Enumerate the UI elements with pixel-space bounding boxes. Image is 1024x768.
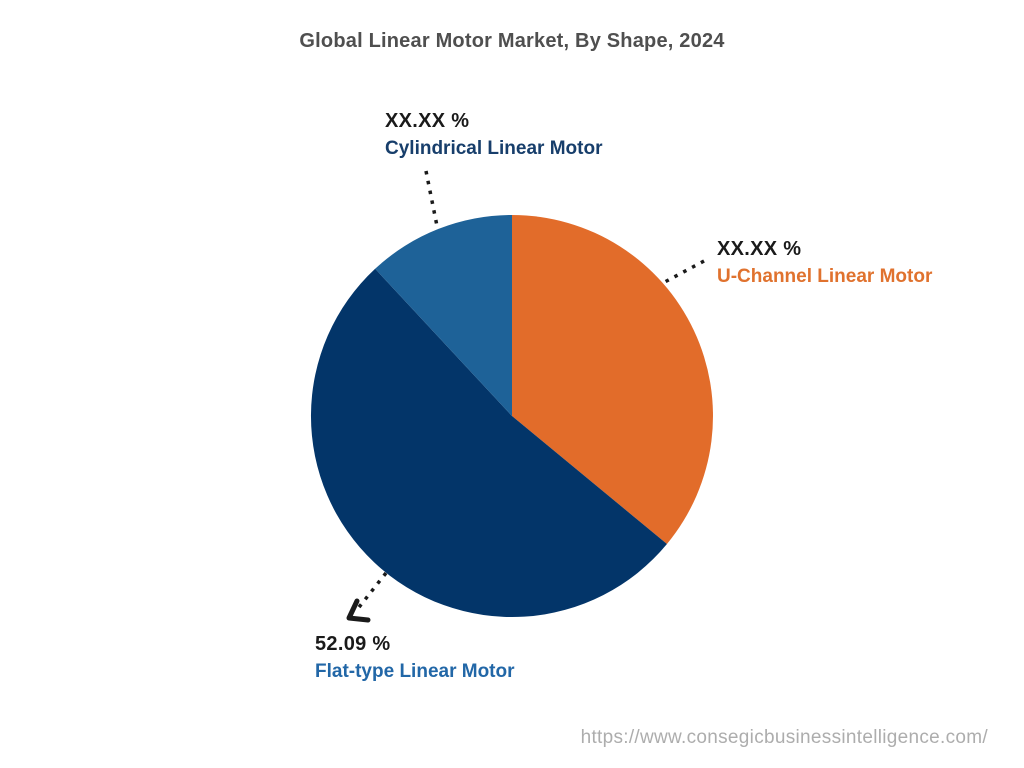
callout-flat-type: 52.09 % Flat-type Linear Motor — [315, 631, 515, 686]
source-url: https://www.consegicbusinessintelligence… — [580, 727, 988, 748]
leader-arrowhead-icon — [346, 598, 371, 623]
pie-slice-u-channel-linear-motor[interactable] — [512, 215, 713, 545]
slice-value-u-channel: XX.XX % — [717, 238, 802, 260]
slice-label-cylindrical: Cylindrical Linear Motor — [385, 138, 603, 159]
pie-slice-cylindrical-linear-motor[interactable] — [375, 215, 512, 416]
slice-value-cylindrical: XX.XX % — [385, 110, 470, 132]
leader-line-u-channel — [660, 259, 705, 286]
chart-title: Global Linear Motor Market, By Shape, 20… — [299, 30, 725, 52]
leader-line-cylindrical — [424, 170, 439, 227]
pie-slices — [310, 215, 713, 618]
callout-u-channel: XX.XX % U-Channel Linear Motor — [717, 236, 932, 291]
leader-line-flat-type — [354, 571, 388, 613]
slice-label-flat-type: Flat-type Linear Motor — [315, 661, 515, 682]
slice-value-flat-type: 52.09 % — [315, 633, 391, 655]
callout-cylindrical: XX.XX % Cylindrical Linear Motor — [385, 108, 602, 163]
pie-slice-flat-type-linear-motor[interactable] — [310, 268, 667, 618]
slice-label-u-channel: U-Channel Linear Motor — [717, 266, 933, 287]
